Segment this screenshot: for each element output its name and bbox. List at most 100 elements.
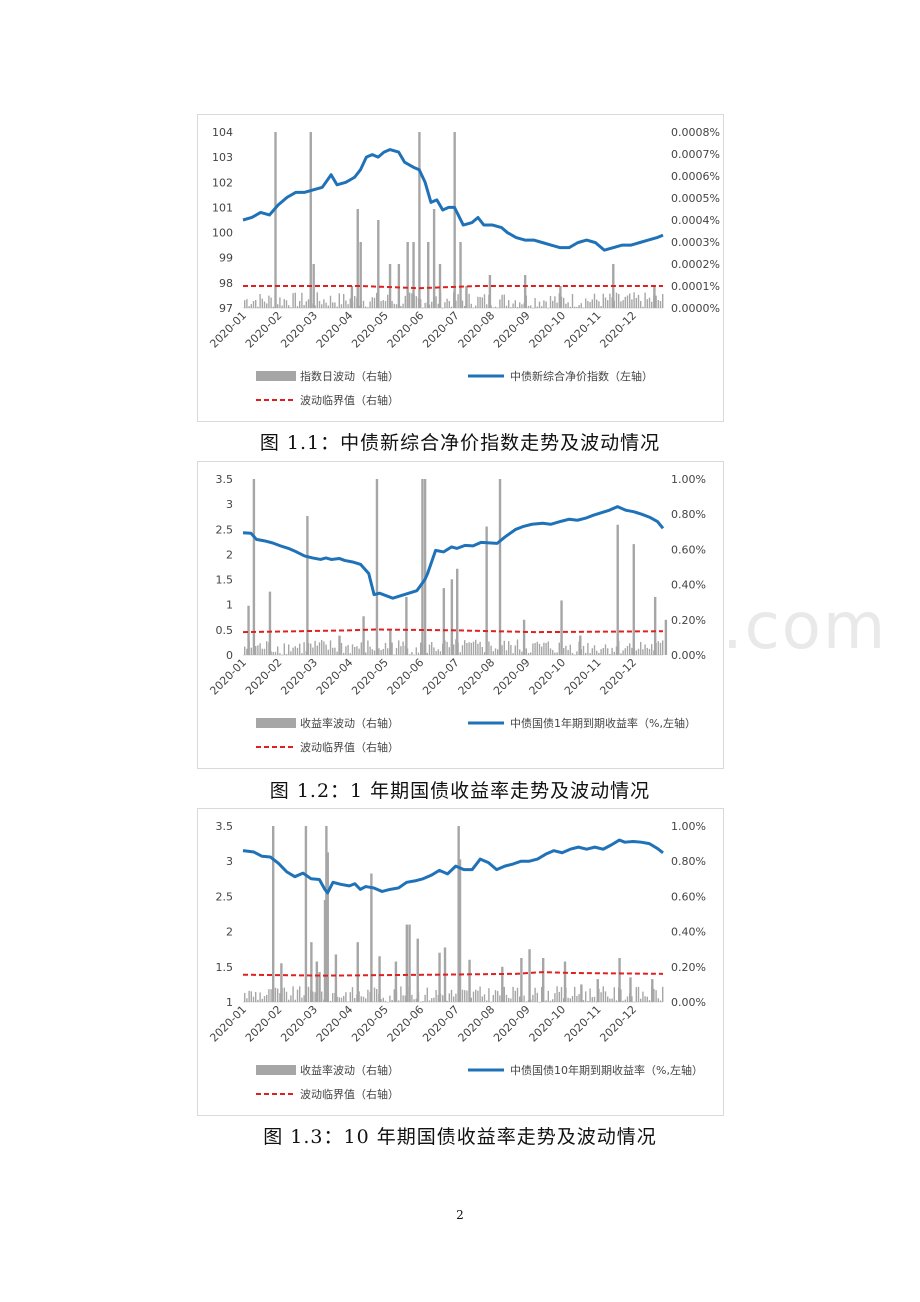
volatility-bar <box>428 304 431 308</box>
y-left-tick-label: 1 <box>226 599 233 612</box>
volatility-bar <box>347 645 349 655</box>
chart-svg-1: 104 103 102 101 100 99 98 97 0.0008% 0.0007% 0.000… <box>207 126 720 407</box>
volatility-bar <box>549 648 552 655</box>
volatility-bar <box>422 307 424 309</box>
volatility-bar <box>259 294 261 308</box>
y-left-tick-label: 1 <box>226 996 233 1009</box>
volatility-bar <box>523 995 525 1002</box>
x-tick-label: 2020-01 <box>207 309 249 351</box>
volatility-bar <box>400 305 402 308</box>
volatility-bar <box>450 989 453 1002</box>
volatility-bar <box>657 300 659 308</box>
volatility-bar <box>637 648 640 655</box>
volatility-bar <box>538 643 541 655</box>
x-tick-label: 2020-09 <box>491 309 533 351</box>
volatility-bar <box>655 990 657 1002</box>
volatility-bar <box>607 996 609 1002</box>
volatility-bar <box>615 292 618 308</box>
volatility-bar <box>648 297 651 308</box>
volatility-bar <box>534 642 536 655</box>
volatility-bar <box>405 596 408 655</box>
x-tick-label: 2020-03 <box>278 309 320 351</box>
volatility-bar <box>631 996 633 1002</box>
volatility-bar <box>369 991 371 1002</box>
volatility-bar <box>272 652 274 655</box>
x-tick-label: 2020-05 <box>349 1003 391 1045</box>
volatility-bar <box>457 294 459 308</box>
volatility-bar <box>485 526 488 655</box>
volatility-bar <box>589 302 591 308</box>
volatility-bar <box>611 998 613 1002</box>
volatility-bar <box>389 630 392 655</box>
volatility-bar <box>384 642 387 655</box>
volatility-bar <box>565 645 567 655</box>
y-right-tick-label: 0.0008% <box>671 126 720 139</box>
volatility-bar <box>567 997 569 1002</box>
volatility-bar <box>516 987 519 1002</box>
volatility-bar <box>465 286 468 308</box>
volatility-bar <box>563 648 565 655</box>
volatility-bar <box>488 988 490 1002</box>
volatility-bar <box>582 645 585 655</box>
y-left-tick-label: 2.5 <box>216 523 234 536</box>
volatility-bar <box>488 275 492 308</box>
volatility-bar <box>327 305 329 308</box>
volatility-bar <box>483 294 486 308</box>
volatility-bar <box>552 300 554 308</box>
volatility-bar <box>543 300 545 308</box>
volatility-bar <box>532 643 534 655</box>
volatility-bar <box>598 301 600 308</box>
volatility-bar <box>596 979 599 1002</box>
volatility-bar <box>299 643 301 655</box>
volatility-bar <box>545 642 547 655</box>
volatility-bar <box>428 1000 431 1002</box>
volatility-bar <box>578 994 580 1002</box>
volatility-bar <box>508 641 510 655</box>
volatility-bar <box>334 954 338 1002</box>
series-line <box>242 148 664 252</box>
volatility-bar <box>359 242 362 308</box>
volatility-bar <box>375 479 379 655</box>
volatility-bar <box>571 652 574 655</box>
volatility-bar <box>659 300 662 308</box>
volatility-bar <box>640 641 642 655</box>
volatility-bar <box>453 132 456 308</box>
x-tick-label: 2020-09 <box>491 656 533 698</box>
volatility-bar <box>554 296 556 308</box>
volatility-bar <box>246 299 248 308</box>
volatility-bar <box>613 651 615 655</box>
x-tick-label: 2020-09 <box>491 1003 533 1045</box>
figure-caption-3: 图 1.3：10 年期国债收益率走势及波动情况 <box>263 1126 657 1148</box>
volatility-bar <box>274 651 277 655</box>
volatility-bar <box>466 990 468 1002</box>
volatility-bar <box>591 997 593 1002</box>
volatility-bar <box>280 963 283 1002</box>
volatility-bar <box>596 1001 598 1003</box>
volatility-bar <box>340 643 343 655</box>
x-tick-label: 2020-03 <box>278 656 320 698</box>
volatility-bar <box>578 305 580 308</box>
volatility-bar <box>450 306 453 308</box>
volatility-bar <box>609 293 611 308</box>
volatility-bar <box>391 301 393 308</box>
volatility-bar <box>281 654 283 656</box>
volatility-bar <box>356 646 358 655</box>
x-tick-label: 2020-12 <box>597 1003 639 1045</box>
volatility-bar <box>642 991 644 1002</box>
volatility-bar <box>589 988 591 1002</box>
x-tick-label: 2020-08 <box>456 309 498 351</box>
y-left-tick-label: 102 <box>212 176 233 189</box>
volatility-bar <box>626 996 629 1002</box>
volatility-bar <box>579 635 582 655</box>
y-right-tick-label: 0.0007% <box>671 148 720 161</box>
volatility-bar <box>416 938 419 1002</box>
volatility-bar <box>277 646 279 655</box>
volatility-bar <box>367 307 369 308</box>
volatility-bar <box>604 297 607 308</box>
x-tick-label: 2020-08 <box>456 1003 498 1045</box>
volatility-bar <box>611 647 613 655</box>
volatility-bar <box>519 996 521 1002</box>
volatility-bar <box>334 647 336 655</box>
volatility-bar <box>299 300 301 308</box>
volatility-bar <box>395 647 398 655</box>
